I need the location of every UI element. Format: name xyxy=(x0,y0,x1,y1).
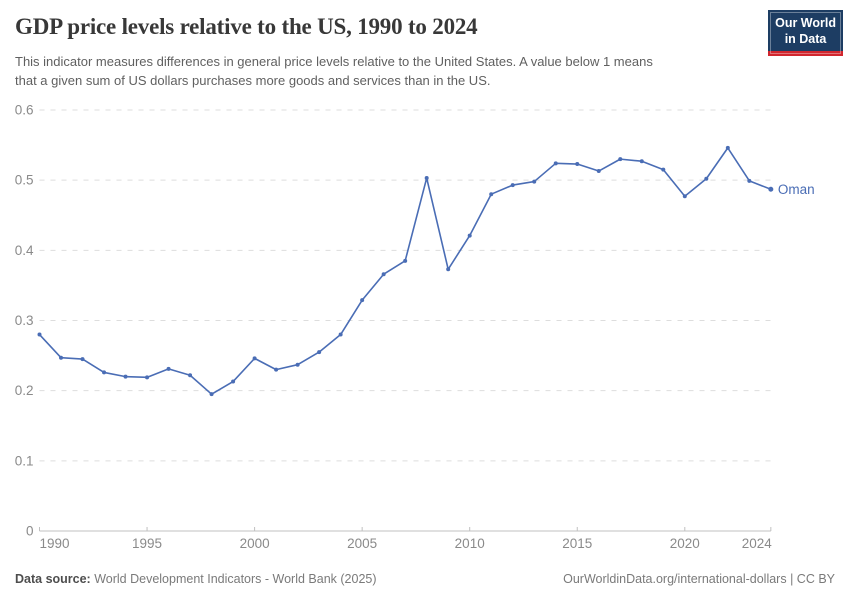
data-point[interactable] xyxy=(467,233,472,238)
data-source-note: Data source: World Development Indicator… xyxy=(15,572,377,586)
data-point[interactable] xyxy=(532,179,537,184)
logo-line-2: in Data xyxy=(784,32,827,46)
data-point[interactable] xyxy=(553,161,558,166)
our-world-in-data-logo[interactable]: Our World in Data xyxy=(768,10,843,56)
data-point[interactable] xyxy=(725,145,730,150)
y-axis-tick-label: 0.3 xyxy=(15,313,34,328)
y-axis-tick-label: 0 xyxy=(26,524,34,539)
data-point[interactable] xyxy=(704,176,709,181)
data-point[interactable] xyxy=(489,192,494,197)
data-point[interactable] xyxy=(102,370,107,375)
x-axis-tick-label: 2005 xyxy=(347,536,377,551)
x-axis-tick-label: 2010 xyxy=(455,536,485,551)
y-axis-tick-label: 0.1 xyxy=(15,453,34,468)
data-point[interactable] xyxy=(37,332,42,337)
data-point[interactable] xyxy=(188,373,193,378)
data-point[interactable] xyxy=(317,350,322,355)
logo-line-1: Our World xyxy=(775,16,836,30)
data-point[interactable] xyxy=(403,258,408,263)
data-point[interactable] xyxy=(360,298,365,303)
data-point[interactable] xyxy=(252,356,257,361)
data-point[interactable] xyxy=(381,272,386,277)
y-axis-tick-label: 0.6 xyxy=(15,103,34,118)
data-point[interactable] xyxy=(209,392,214,397)
data-point[interactable] xyxy=(639,159,644,164)
x-axis-tick-label: 2020 xyxy=(670,536,700,551)
data-point[interactable] xyxy=(59,355,64,360)
data-point[interactable] xyxy=(80,357,85,362)
x-axis-tick-label: 2024 xyxy=(742,536,773,551)
data-point[interactable] xyxy=(618,157,623,162)
data-point[interactable] xyxy=(510,183,515,188)
page-title: GDP price levels relative to the US, 199… xyxy=(15,14,478,39)
data-point[interactable] xyxy=(274,367,279,372)
page-subtitle: This indicator measures differences in g… xyxy=(15,52,775,90)
data-point[interactable] xyxy=(661,167,666,172)
data-point[interactable] xyxy=(768,186,774,192)
data-source-text: World Development Indicators - World Ban… xyxy=(90,572,377,586)
y-axis-tick-label: 0.4 xyxy=(15,243,34,258)
data-point[interactable] xyxy=(596,169,601,174)
data-point[interactable] xyxy=(166,366,171,371)
x-axis-tick-label: 2000 xyxy=(240,536,270,551)
subtitle-line-1: This indicator measures differences in g… xyxy=(15,54,653,69)
data-point[interactable] xyxy=(231,379,236,384)
data-point[interactable] xyxy=(338,332,343,337)
data-point[interactable] xyxy=(446,267,451,272)
subtitle-line-2: that a given sum of US dollars purchases… xyxy=(15,73,491,88)
data-point[interactable] xyxy=(682,194,687,199)
data-point[interactable] xyxy=(424,176,429,181)
data-point[interactable] xyxy=(123,374,128,379)
attribution-link[interactable]: OurWorldinData.org/international-dollars… xyxy=(563,572,835,586)
y-axis-tick-label: 0.2 xyxy=(15,383,34,398)
data-point[interactable] xyxy=(145,375,150,380)
x-axis-tick-label: 2015 xyxy=(562,536,592,551)
data-point[interactable] xyxy=(575,162,580,167)
data-point[interactable] xyxy=(295,362,300,367)
y-axis-tick-label: 0.5 xyxy=(15,173,34,188)
x-axis-tick-label: 1995 xyxy=(132,536,162,551)
line-series-oman[interactable] xyxy=(38,147,772,395)
series-label-oman[interactable]: Oman xyxy=(778,182,815,197)
data-source-label: Data source: xyxy=(15,572,91,586)
x-axis-tick-label: 1990 xyxy=(40,536,70,551)
data-point[interactable] xyxy=(747,178,752,183)
